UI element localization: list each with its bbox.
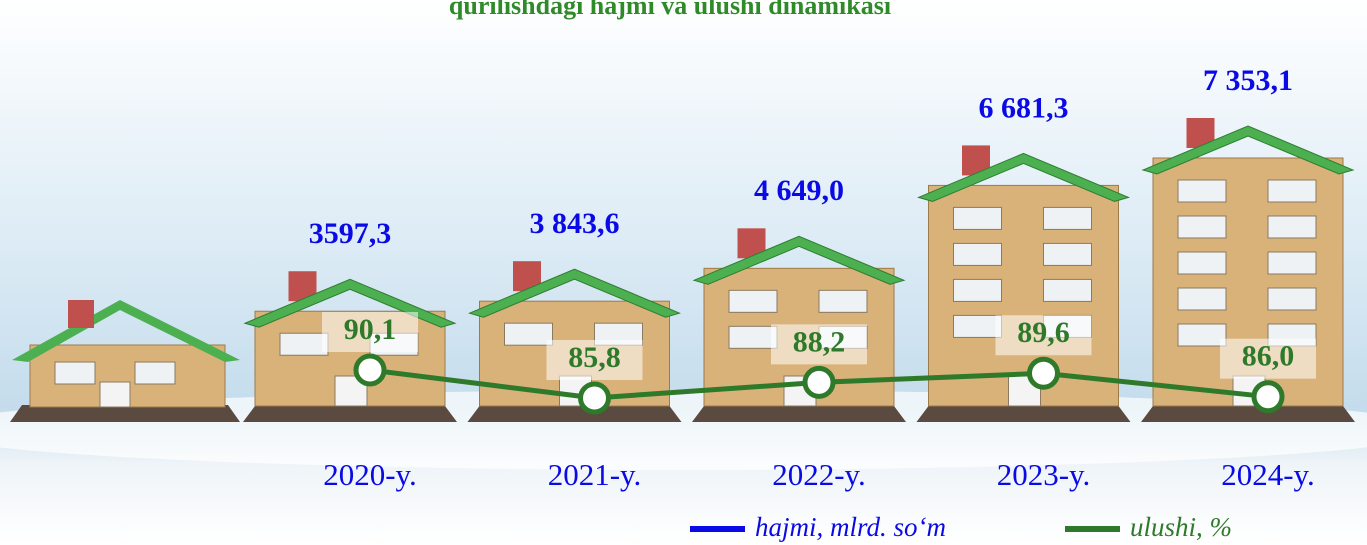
window xyxy=(1267,215,1317,239)
roof xyxy=(467,268,682,318)
roof xyxy=(692,235,906,285)
label-box xyxy=(322,312,418,352)
window xyxy=(953,242,1002,266)
house-shadow xyxy=(467,406,682,422)
house-shadow xyxy=(692,406,906,422)
window xyxy=(1177,179,1227,203)
window xyxy=(1267,179,1317,203)
x-tick-label: 2021-y. xyxy=(548,457,642,492)
window xyxy=(1267,287,1317,311)
decor-house xyxy=(10,300,240,422)
point xyxy=(1027,356,1060,390)
window xyxy=(953,314,1002,338)
point xyxy=(802,365,836,399)
window xyxy=(728,325,778,349)
label-box xyxy=(546,340,643,380)
house xyxy=(916,145,1131,422)
legend-swatch xyxy=(690,526,745,532)
x-tick-label: 2024-y. xyxy=(1221,457,1315,492)
value-label: 90,1 xyxy=(344,313,397,346)
house-shadow xyxy=(1141,406,1355,422)
value-label: 86,0 xyxy=(1242,340,1295,373)
house-shadow xyxy=(916,406,1131,422)
window xyxy=(728,289,778,313)
window xyxy=(1267,251,1317,275)
point xyxy=(353,353,387,387)
door xyxy=(334,375,368,407)
legend-label: ulushi, % xyxy=(1130,512,1232,542)
x-tick-label: 2023-y. xyxy=(997,457,1091,492)
label-box xyxy=(771,324,867,365)
x-tick-label: 2022-y. xyxy=(772,457,866,492)
value-label: 3 843,6 xyxy=(530,207,620,240)
roof xyxy=(243,278,457,328)
legend-label: hajmi, mlrd. so‘m xyxy=(755,512,946,542)
window xyxy=(1177,323,1227,347)
window xyxy=(1177,287,1227,311)
point xyxy=(1251,380,1285,414)
chart-title: qurilishdagi hajmi va ulushi dinamikasi xyxy=(449,0,891,20)
value-label: 4 649,0 xyxy=(754,174,844,207)
point xyxy=(578,381,611,415)
window xyxy=(1043,278,1092,302)
roof xyxy=(1141,125,1355,175)
window xyxy=(818,289,868,313)
window xyxy=(953,278,1002,302)
label-box xyxy=(995,315,1092,356)
window xyxy=(1043,242,1092,266)
x-tick-label: 2020-y. xyxy=(323,457,417,492)
window xyxy=(504,322,553,346)
value-label: 85,8 xyxy=(568,341,621,374)
house-shadow xyxy=(243,406,457,422)
value-label: 3597,3 xyxy=(309,217,392,250)
value-label: 88,2 xyxy=(793,325,846,358)
legend-swatch xyxy=(1065,526,1120,532)
value-label: 6 681,3 xyxy=(979,91,1069,124)
window xyxy=(1043,206,1092,230)
roof xyxy=(916,152,1131,202)
label-box xyxy=(1220,338,1316,379)
window xyxy=(1177,251,1227,275)
window xyxy=(953,206,1002,230)
value-label: 89,6 xyxy=(1017,316,1070,349)
window xyxy=(1177,215,1227,239)
window xyxy=(279,332,329,356)
value-label: 7 353,1 xyxy=(1203,64,1293,97)
